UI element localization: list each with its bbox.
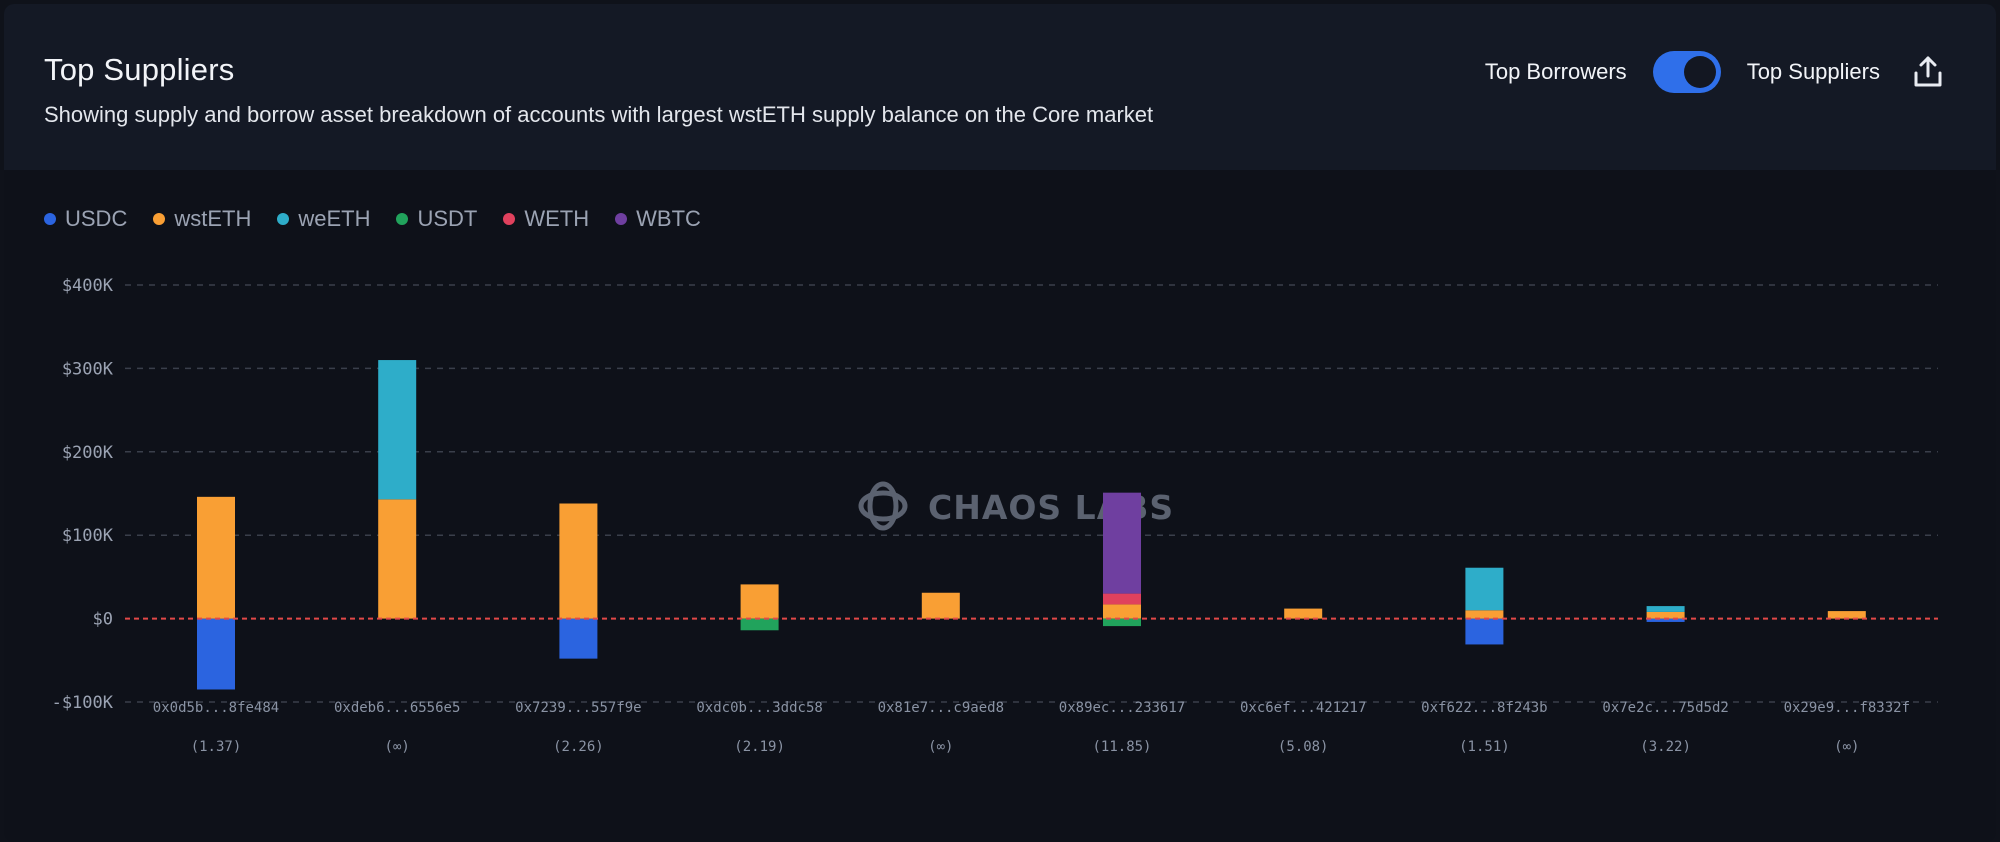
x-tick-sublabel: (1.37) [191, 739, 242, 755]
bar-usdc [1646, 618, 1685, 622]
x-tick-label: 0xf622...8f243b [1421, 700, 1547, 716]
legend-dot [396, 213, 409, 225]
bar-wsteth [740, 584, 779, 619]
y-tick-label: $200K [62, 443, 114, 463]
chaos-labs-logo-icon [858, 481, 908, 531]
legend-dot [615, 213, 628, 225]
bar-wsteth [1284, 608, 1323, 619]
x-tick-sublabel: (∞) [928, 739, 953, 755]
chart-subtitle: Showing supply and borrow asset breakdow… [44, 102, 1154, 127]
legend-dot [277, 213, 290, 225]
x-tick-label: 0x89ec...233617 [1059, 700, 1185, 716]
legend-item-usdt[interactable]: USDT [396, 206, 477, 232]
y-tick-label: -$100K [52, 693, 114, 713]
x-tick-label: 0x7e2c...75d5d2 [1602, 700, 1728, 716]
x-tick-sublabel: (∞) [1834, 739, 1859, 755]
y-tick-label: $0 [93, 610, 113, 630]
y-tick-label: $300K [62, 359, 114, 379]
bar-weeth [378, 360, 417, 500]
legend-label: WBTC [636, 206, 701, 231]
bar-usdt [1103, 618, 1141, 627]
legend-item-wsteth[interactable]: wstETH [153, 206, 251, 232]
toggle-knob [1683, 56, 1716, 88]
bar-usdc [559, 618, 598, 659]
supplier-borrower-toggle-group: Top Borrowers Top Suppliers [1485, 50, 1880, 94]
bar-wbtc [1103, 492, 1141, 594]
x-tick-label: 0x29e9...f8332f [1784, 700, 1910, 716]
y-tick-label: $400K [62, 276, 114, 296]
bar-usdt [740, 618, 779, 631]
chart-title: Top Suppliers [44, 52, 235, 87]
bar-wsteth [1103, 604, 1141, 619]
legend-label: USDT [417, 206, 478, 231]
legend-dot [44, 213, 56, 225]
x-tick-sublabel: (∞) [385, 739, 410, 755]
legend-item-usdc[interactable]: USDC [44, 206, 127, 232]
bar-weeth [1465, 567, 1504, 611]
bar-usdc [1465, 618, 1504, 645]
toggle-label-top-borrowers[interactable]: Top Borrowers [1484, 59, 1627, 84]
legend-label: WETH [524, 206, 590, 231]
x-tick-sublabel: (3.22) [1640, 739, 1691, 755]
bar-wsteth [1827, 611, 1866, 619]
toggle-label-top-suppliers[interactable]: Top Suppliers [1746, 59, 1880, 84]
bar-weth [1103, 593, 1141, 605]
bar-wsteth [378, 499, 417, 619]
x-tick-sublabel: (2.19) [734, 739, 785, 755]
chart-header: Top Suppliers Showing supply and borrow … [4, 4, 1996, 170]
bar-wsteth [197, 496, 235, 619]
x-tick-label: 0x7239...557f9e [515, 700, 641, 716]
y-tick-label: $100K [62, 526, 114, 546]
legend-dot [153, 213, 166, 225]
legend-label: wstETH [174, 206, 252, 231]
bar-usdc [197, 618, 235, 690]
legend-dot [503, 213, 516, 225]
share-export-icon [1914, 56, 1942, 87]
legend-item-wbtc[interactable]: WBTC [615, 206, 701, 232]
x-tick-label: 0xdeb6...6556e5 [334, 700, 460, 716]
x-tick-label: 0x81e7...c9aed8 [878, 700, 1004, 716]
legend-item-weeth[interactable]: weETH [277, 206, 370, 232]
x-tick-label: 0xc6ef...421217 [1240, 700, 1366, 716]
bar-weeth [1646, 606, 1685, 612]
supplier-borrower-toggle[interactable] [1652, 51, 1721, 93]
chart-card: Top Suppliers Showing supply and borrow … [4, 4, 1996, 842]
bar-wsteth [1465, 610, 1504, 619]
x-tick-sublabel: (2.26) [553, 739, 604, 755]
bar-wsteth [559, 503, 598, 619]
x-tick-label: 0x0d5b...8fe484 [153, 700, 279, 716]
export-button[interactable] [1910, 54, 1946, 90]
chart-legend: USDC wstETH weETH USDT WETH WBTC [44, 206, 727, 232]
x-tick-sublabel: (5.08) [1278, 739, 1329, 755]
x-tick-sublabel: (11.85) [1092, 739, 1151, 755]
x-tick-sublabel: (1.51) [1459, 739, 1510, 755]
bar-wsteth [921, 592, 960, 619]
legend-label: weETH [298, 206, 371, 231]
legend-item-weth[interactable]: WETH [503, 206, 589, 232]
x-tick-label: 0xdc0b...3ddc58 [696, 700, 822, 716]
bar-wsteth [1646, 611, 1685, 619]
legend-label: USDC [65, 206, 128, 231]
